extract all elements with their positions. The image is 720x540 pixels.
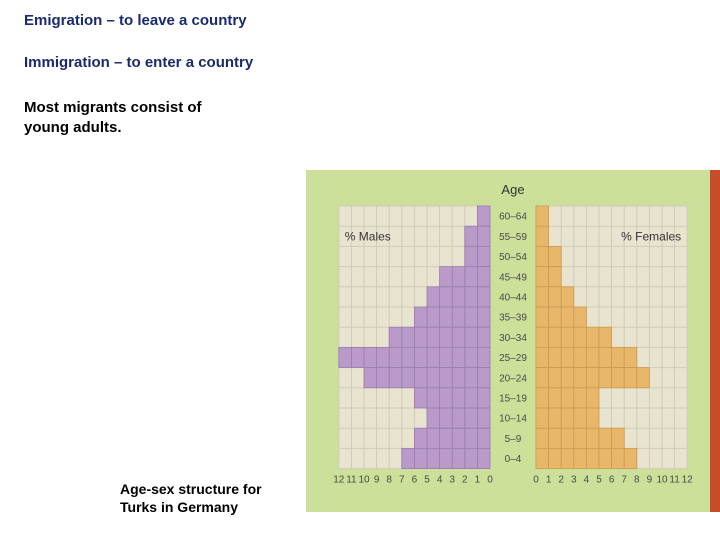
svg-text:4: 4 (437, 475, 443, 486)
svg-text:7: 7 (621, 475, 627, 486)
svg-text:12: 12 (333, 475, 345, 486)
svg-text:0: 0 (533, 475, 539, 486)
svg-text:40–44: 40–44 (499, 293, 527, 304)
svg-text:10: 10 (656, 475, 668, 486)
svg-text:10–14: 10–14 (499, 414, 527, 425)
svg-text:3: 3 (449, 475, 455, 486)
svg-text:55–59: 55–59 (499, 232, 527, 243)
svg-text:9: 9 (647, 475, 653, 486)
svg-text:% Females: % Females (621, 229, 681, 243)
svg-text:0: 0 (487, 475, 493, 486)
svg-text:6: 6 (609, 475, 615, 486)
svg-text:% Males: % Males (345, 229, 391, 243)
svg-text:0–4: 0–4 (505, 454, 522, 465)
svg-text:5: 5 (596, 475, 602, 486)
svg-text:3: 3 (571, 475, 577, 486)
svg-text:35–39: 35–39 (499, 313, 527, 324)
svg-text:Age: Age (501, 182, 524, 197)
svg-text:50–54: 50–54 (499, 252, 527, 263)
definition-emigration: Emigration – to leave a country (24, 12, 247, 29)
svg-text:15–19: 15–19 (499, 394, 527, 405)
chart-caption: Age-sex structure for Turks in Germany (120, 480, 262, 516)
pyramid-svg: 60–6455–5950–5445–4940–4435–3930–3425–29… (306, 170, 720, 512)
svg-text:45–49: 45–49 (499, 272, 527, 283)
svg-text:1: 1 (475, 475, 481, 486)
svg-text:6: 6 (412, 475, 418, 486)
population-pyramid-chart: 60–6455–5950–5445–4940–4435–3930–3425–29… (306, 170, 720, 512)
svg-text:5: 5 (424, 475, 430, 486)
svg-text:30–34: 30–34 (499, 333, 527, 344)
svg-text:4: 4 (584, 475, 590, 486)
svg-text:8: 8 (634, 475, 640, 486)
svg-text:12: 12 (682, 475, 694, 486)
svg-text:1: 1 (546, 475, 552, 486)
definition-immigration: Immigration – to enter a country (24, 54, 253, 71)
svg-text:9: 9 (374, 475, 380, 486)
svg-text:11: 11 (346, 475, 357, 486)
svg-text:10: 10 (358, 475, 370, 486)
body-text: Most migrants consist of young adults. (24, 98, 202, 137)
svg-text:7: 7 (399, 475, 405, 486)
svg-text:25–29: 25–29 (499, 353, 527, 364)
svg-text:20–24: 20–24 (499, 373, 527, 384)
svg-text:5–9: 5–9 (505, 434, 522, 445)
svg-text:2: 2 (558, 475, 564, 486)
svg-text:11: 11 (669, 475, 680, 486)
svg-text:60–64: 60–64 (499, 212, 527, 223)
svg-text:8: 8 (386, 475, 392, 486)
svg-text:2: 2 (462, 475, 468, 486)
